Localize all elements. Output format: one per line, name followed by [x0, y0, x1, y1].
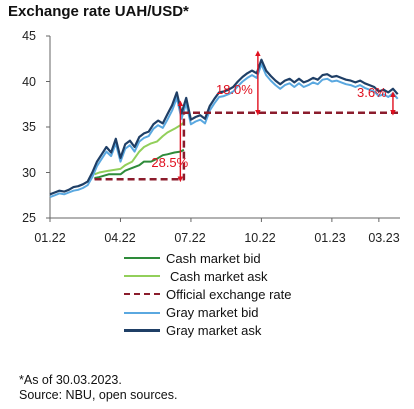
legend-item-official: Official exchange rate [124, 285, 292, 303]
legend-label-gray-bid: Gray market bid [166, 305, 259, 321]
annotation-label: 28.5% [151, 155, 188, 170]
series-layer [49, 58, 400, 199]
y-tick-label: 35 [22, 120, 36, 134]
footnote: *As of 30.03.2023. Source: NBU, open sou… [19, 373, 177, 403]
footnote-asof: *As of 30.03.2023. [19, 373, 122, 387]
legend-swatch-cash-bid [124, 257, 160, 260]
x-tick-label: 04.22 [104, 231, 135, 245]
y-tick-label: 25 [22, 211, 36, 225]
x-tick-label: 03.23 [368, 231, 399, 245]
legend-label-official: Official exchange rate [166, 286, 292, 302]
x-tick-label: 01.22 [34, 231, 65, 245]
series-line-gray-bid [49, 63, 399, 199]
legend-item-gray-ask: Gray market ask [124, 322, 292, 340]
legend-label-gray-ask: Gray market ask [166, 323, 262, 339]
legend-item-cash-ask: Cash market ask [124, 267, 292, 285]
legend-swatch-gray-bid [124, 311, 160, 314]
x-tick-label: 01.23 [314, 231, 345, 245]
series-line-official [94, 111, 400, 181]
legend-label-cash-ask: Cash market ask [170, 268, 268, 284]
y-tick-label: 40 [22, 75, 36, 89]
x-tick-label: 07.22 [174, 231, 205, 245]
legend-swatch-cash-ask [124, 275, 160, 278]
chart: 28.5% 18.0% 3.6% 01.22 04.22 07.22 10.22 0… [22, 29, 400, 245]
series-line-cash-bid [94, 148, 185, 179]
legend-swatch-official [124, 293, 160, 296]
legend-swatch-gray-ask [124, 329, 160, 333]
series-line-cash-ask [94, 121, 185, 176]
axes [46, 35, 400, 222]
x-tick-label: 10.22 [244, 231, 275, 245]
legend-label-cash-bid: Cash market bid [166, 250, 261, 266]
y-tick-label: 30 [22, 166, 36, 180]
legend-item-gray-bid: Gray market bid [124, 304, 292, 322]
series-line-gray-ask [49, 58, 399, 196]
annotation-label: 3.6% [357, 85, 387, 100]
legend: Cash market bid Cash market ask Official… [124, 249, 292, 340]
y-tick-label: 45 [22, 29, 36, 43]
annotation-label: 18.0% [216, 82, 253, 97]
annotations: 28.5% 18.0% 3.6% [151, 50, 396, 183]
chart-title: Exchange rate UAH/USD* [8, 3, 189, 20]
footnote-source: Source: NBU, open sources. [19, 388, 178, 402]
legend-item-cash-bid: Cash market bid [124, 249, 292, 267]
